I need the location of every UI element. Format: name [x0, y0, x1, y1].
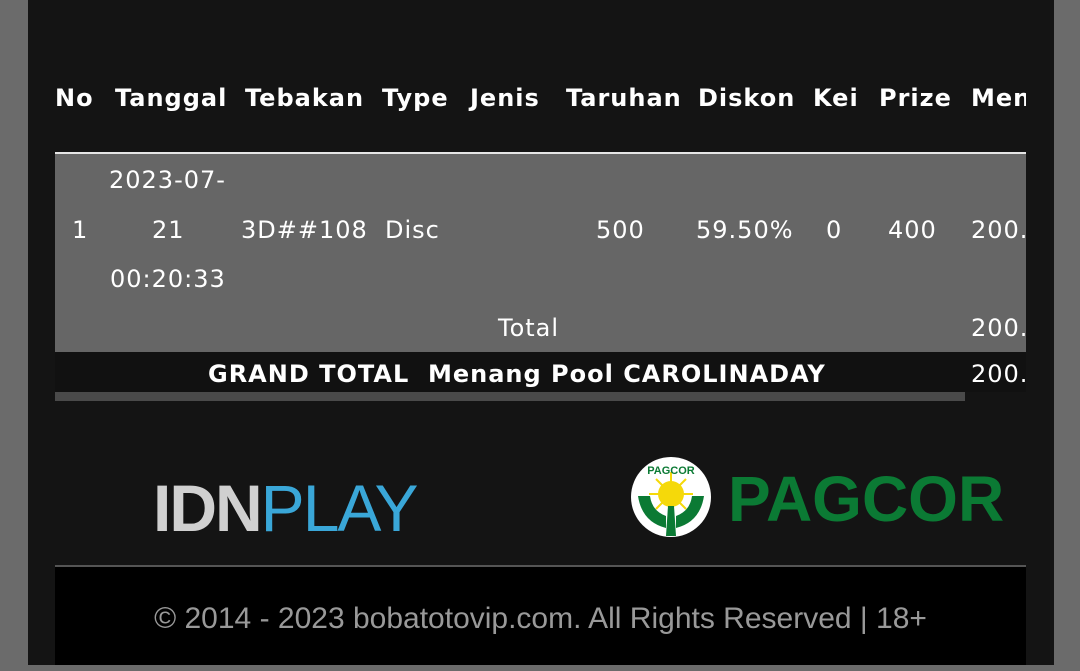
- header-type: Type: [382, 84, 449, 112]
- bet-history-table: No Tanggal Tebakan Type Jenis Taruhan Di…: [55, 60, 1026, 405]
- header-kei: Kei: [813, 84, 859, 112]
- cell-no: 1: [72, 216, 89, 244]
- cell-date: 2023-07-: [109, 166, 226, 194]
- header-divider: [55, 152, 1026, 154]
- total-value: 200.: [971, 314, 1026, 342]
- cell-type: Disc: [385, 216, 440, 244]
- header-prize: Prize: [879, 84, 952, 112]
- cell-time: 00:20:33: [110, 265, 226, 293]
- cell-diskon: 59.50%: [696, 216, 794, 244]
- grand-total-row: GRAND TOTAL Menang Pool CAROLINADAY 200.: [55, 352, 1026, 392]
- total-label: Total: [498, 314, 560, 342]
- pagcor-seal-icon: PAGCOR: [631, 457, 711, 537]
- pagcor-logo-text: PAGCOR: [728, 463, 1005, 535]
- idnplay-logo-left: IDN: [153, 471, 263, 545]
- idnplay-logo: IDNPLAY: [153, 470, 419, 546]
- grand-total-value: 200.: [971, 360, 1026, 388]
- cell-date: 21: [152, 216, 185, 244]
- horizontal-scrollbar[interactable]: [55, 392, 965, 401]
- header-jenis: Jenis: [470, 84, 540, 112]
- cell-prize: 400: [888, 216, 937, 244]
- svg-text:PAGCOR: PAGCOR: [647, 465, 695, 477]
- cell-taruhan: 500: [596, 216, 645, 244]
- idnplay-logo-right: PLAY: [260, 471, 419, 545]
- header-taruhan: Taruhan: [566, 84, 682, 112]
- header-diskon: Diskon: [698, 84, 796, 112]
- table-row: 1 2023-07- 21 00:20:33 3D##108 Disc 500 …: [55, 154, 1026, 352]
- cell-kei: 0: [826, 216, 843, 244]
- grand-total-label: GRAND TOTAL Menang Pool CAROLINADAY: [208, 360, 826, 388]
- header-tebakan: Tebakan: [245, 84, 365, 112]
- cell-menang: 200.: [971, 216, 1026, 244]
- header-tanggal: Tanggal: [115, 84, 228, 112]
- header-no: No: [55, 84, 94, 112]
- footer-divider: [55, 565, 1026, 567]
- footer-copyright: © 2014 - 2023 bobatotovip.com. All Right…: [55, 567, 1026, 665]
- header-menang: Men: [971, 84, 1026, 112]
- cell-tebakan: 3D##108: [241, 216, 368, 244]
